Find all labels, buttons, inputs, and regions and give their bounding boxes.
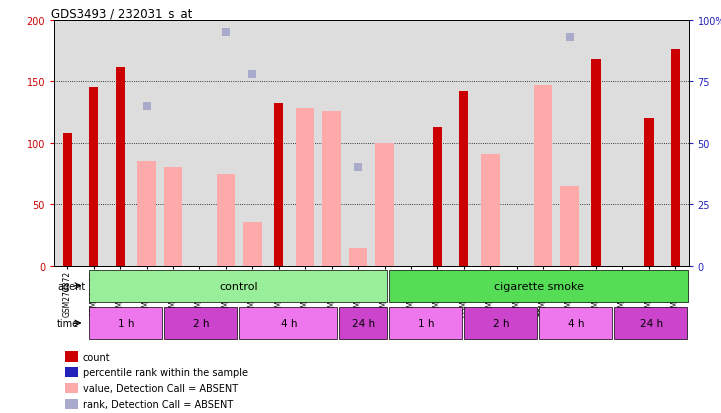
Bar xyxy=(89,307,162,339)
Bar xyxy=(296,109,314,266)
Text: 4 h: 4 h xyxy=(280,318,297,328)
Bar xyxy=(243,222,262,266)
Bar xyxy=(164,168,182,266)
Text: 4 h: 4 h xyxy=(568,318,585,328)
Bar xyxy=(389,307,462,339)
Bar xyxy=(89,270,387,302)
Bar xyxy=(539,307,611,339)
Bar xyxy=(389,270,688,302)
Bar xyxy=(216,174,235,266)
Text: control: control xyxy=(220,281,258,291)
Text: 1 h: 1 h xyxy=(118,318,135,328)
Text: rank, Detection Call = ABSENT: rank, Detection Call = ABSENT xyxy=(83,399,233,409)
Bar xyxy=(614,307,686,339)
Bar xyxy=(274,104,283,266)
Text: time: time xyxy=(57,318,79,328)
Text: 24 h: 24 h xyxy=(640,318,663,328)
Bar xyxy=(645,119,653,266)
Bar xyxy=(375,143,394,266)
Text: percentile rank within the sample: percentile rank within the sample xyxy=(83,368,248,377)
Point xyxy=(194,5,205,12)
Bar xyxy=(534,86,552,266)
Text: 1 h: 1 h xyxy=(418,318,435,328)
Bar xyxy=(322,112,341,266)
Point xyxy=(353,165,364,171)
Bar xyxy=(63,134,72,266)
Text: count: count xyxy=(83,352,110,362)
Point xyxy=(485,10,496,17)
Bar xyxy=(349,248,367,266)
Text: 24 h: 24 h xyxy=(353,318,376,328)
Bar xyxy=(560,187,579,266)
Text: agent: agent xyxy=(57,281,86,291)
Text: 2 h: 2 h xyxy=(493,318,510,328)
Bar xyxy=(671,50,680,266)
Point xyxy=(326,0,337,2)
Bar xyxy=(481,154,500,266)
Bar xyxy=(164,307,237,339)
Bar xyxy=(459,92,469,266)
Point xyxy=(299,0,311,7)
Text: GDS3493 / 232031_s_at: GDS3493 / 232031_s_at xyxy=(51,7,193,19)
Bar xyxy=(239,307,337,339)
Bar xyxy=(464,307,536,339)
Bar xyxy=(591,60,601,266)
Bar xyxy=(339,307,387,339)
Bar xyxy=(433,128,442,266)
Point xyxy=(220,30,231,36)
Point xyxy=(564,35,575,41)
Point xyxy=(61,0,73,2)
Text: value, Detection Call = ABSENT: value, Detection Call = ABSENT xyxy=(83,383,238,393)
Text: cigarette smoke: cigarette smoke xyxy=(494,281,584,291)
Point xyxy=(167,10,179,17)
Point xyxy=(247,71,258,78)
Bar xyxy=(115,67,125,266)
Point xyxy=(141,103,152,110)
Bar xyxy=(89,88,98,266)
Bar xyxy=(137,162,156,266)
Text: 2 h: 2 h xyxy=(193,318,210,328)
